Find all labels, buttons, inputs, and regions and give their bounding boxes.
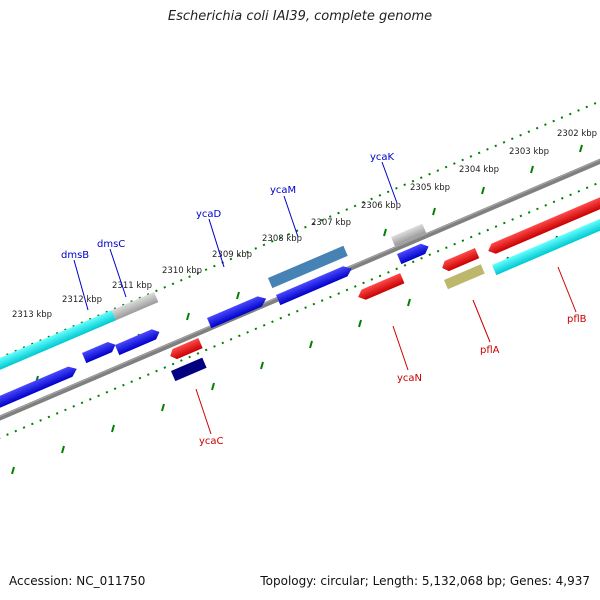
- gene-dmsB-arrow[interactable]: [82, 340, 118, 364]
- leader-ycaM: [283, 195, 299, 238]
- tick-label: 2308 kbp: [262, 234, 302, 244]
- tick-label: 2304 kbp: [459, 165, 499, 175]
- tick-label: 2313 kbp: [12, 310, 52, 320]
- leader-pflB: [557, 266, 577, 313]
- gene-label-dmsB[interactable]: dmsB: [61, 250, 89, 261]
- gene-dmsC-arrow[interactable]: [115, 327, 162, 356]
- tick-label: 2310 kbp: [162, 266, 202, 276]
- gene-ycaD-arrow[interactable]: [207, 294, 268, 329]
- gene-ycaM-arrow[interactable]: [276, 264, 354, 306]
- tick-label: 2306 kbp: [361, 201, 401, 211]
- gene-pflA-khaki[interactable]: [444, 264, 485, 290]
- accession-text: Accession: NC_011750: [9, 574, 146, 588]
- tick-label: 2309 kbp: [212, 250, 252, 260]
- genome-summary-text: Topology: circular; Length: 5,132,068 bp…: [260, 574, 590, 588]
- tick-label: 2311 kbp: [112, 281, 152, 291]
- leader-dmsB: [73, 259, 89, 311]
- gene-ycaC-red[interactable]: [168, 338, 203, 361]
- ruler-bottom: [0, 181, 600, 439]
- gene-highlight-left[interactable]: [0, 310, 117, 386]
- leader-pflA: [472, 299, 491, 343]
- tick-labels: 2302 kbp 2303 kbp 2304 kbp 2305 kbp 2306…: [12, 129, 597, 320]
- gene-label-pflA[interactable]: pflA: [480, 345, 500, 356]
- leader-ycaN: [392, 325, 409, 371]
- gene-label-dmsC[interactable]: dmsC: [97, 239, 125, 250]
- gene-arrow-blue[interactable]: [0, 364, 79, 411]
- gene-ycaM-steel[interactable]: [268, 245, 348, 289]
- leader-ycaK: [381, 161, 398, 204]
- leader-ycaC: [195, 388, 212, 435]
- gene-label-pflB[interactable]: pflB: [567, 314, 587, 325]
- leader-dmsC: [109, 248, 127, 298]
- page-title: Escherichia coli IAI39, complete genome: [167, 9, 433, 24]
- gene-label-ycaD[interactable]: ycaD: [196, 209, 222, 220]
- gene-label-ycaN[interactable]: ycaN: [397, 373, 422, 384]
- gene-label-ycaC[interactable]: ycaC: [199, 436, 224, 447]
- gene-ycaN-arrow[interactable]: [356, 273, 405, 302]
- gene-label-ycaM[interactable]: ycaM: [270, 185, 296, 196]
- gene-labels: ycaK ycaM ycaD dmsC dmsB pflB pflA ycaN …: [61, 152, 587, 447]
- gene-pflB-arrow[interactable]: [486, 194, 600, 256]
- tick-label: 2307 kbp: [311, 218, 351, 228]
- gene-pflB-cyan[interactable]: [492, 215, 600, 276]
- leader-lines: [73, 161, 577, 435]
- tick-label: 2302 kbp: [557, 129, 597, 139]
- gene-ycaK-grey[interactable]: [391, 223, 427, 247]
- gene-ycaK-arrow[interactable]: [397, 241, 431, 265]
- tick-label: 2312 kbp: [62, 295, 102, 305]
- tick-label: 2303 kbp: [509, 147, 549, 157]
- gene-label-ycaK[interactable]: ycaK: [370, 152, 395, 163]
- tick-label: 2305 kbp: [410, 183, 450, 193]
- gene-features: [0, 194, 600, 411]
- gene-ycaC-navy[interactable]: [171, 357, 207, 382]
- gene-dmsC-grey[interactable]: [111, 292, 159, 321]
- gene-pflA-red[interactable]: [440, 248, 480, 273]
- leader-ycaD: [208, 218, 225, 268]
